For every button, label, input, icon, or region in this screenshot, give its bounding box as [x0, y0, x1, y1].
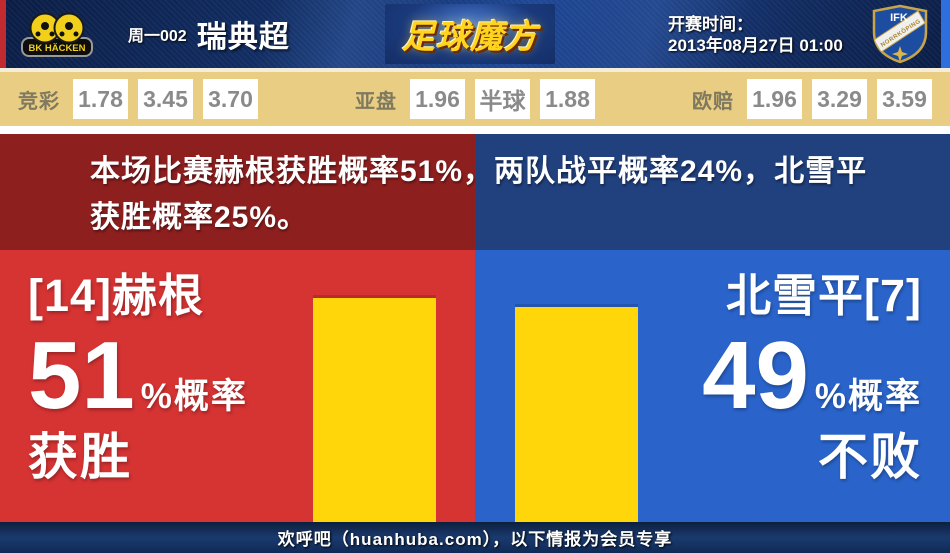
home-team-label: [14]赫根	[28, 270, 205, 321]
away-badge-top-text: IFK	[890, 12, 908, 24]
odds-group-label: 欧赔	[692, 90, 734, 113]
ball-pattern	[35, 31, 41, 37]
home-prediction: [14]赫根 51 %概率 获胜	[28, 270, 248, 486]
odds-group-yapan: 亚盘 1.96 半球 1.88	[355, 72, 605, 126]
odds-value-box: 1.78	[73, 79, 128, 119]
home-probability-value: 51	[28, 322, 135, 429]
ball-pattern	[59, 31, 65, 37]
match-header: BK HÄCKEN 周一002 瑞典超 足球魔方 开赛时间： 2013年08月2…	[0, 0, 950, 68]
ball-pattern	[73, 31, 79, 37]
odds-value-box: 1.88	[540, 79, 595, 119]
odds-value-box: 3.59	[877, 79, 932, 119]
odds-divider	[0, 126, 950, 134]
prediction-section: [14]赫根 51 %概率 获胜 北雪平[7] 49 %概率 不败	[0, 250, 950, 522]
footer-banner: 欢呼吧（huanhuba.com），以下情报为会员专享	[0, 522, 950, 553]
summary-band: 本场比赛赫根获胜概率51%，两队战平概率24%，北雪平 获胜概率25%。	[0, 134, 950, 250]
ball-pattern	[41, 22, 49, 30]
header-divider	[0, 68, 950, 72]
odds-group-jingcai: 竞彩 1.78 3.45 3.70	[18, 72, 268, 126]
away-team-label: 北雪平[7]	[726, 270, 922, 321]
bk-hacken-logo: BK HÄCKEN	[21, 12, 93, 57]
away-value-row: 49 %概率	[702, 328, 922, 424]
away-probability-suffix: %概率	[814, 377, 922, 416]
home-value-row: 51 %概率	[28, 328, 248, 424]
odds-value-box: 3.70	[203, 79, 258, 119]
home-outcome-label: 获胜	[28, 429, 132, 485]
odds-value-box: 1.96	[747, 79, 802, 119]
badge-banner	[21, 37, 93, 57]
summary-line-1: 本场比赛赫根获胜概率51%，两队战平概率24%，北雪平	[90, 155, 868, 188]
star-icon	[892, 46, 908, 62]
away-prediction: 北雪平[7] 49 %概率 不败	[702, 270, 922, 486]
ifk-norrkoping-logo: IFK NORRKÖPING	[872, 4, 928, 64]
ball-pattern	[49, 31, 55, 37]
match-code: 周一002	[128, 28, 187, 45]
odds-value-box: 3.45	[138, 79, 193, 119]
site-logo-panel[interactable]: 足球魔方	[385, 4, 555, 64]
league-name: 瑞典超	[196, 21, 290, 54]
away-probability-value: 49	[702, 322, 809, 429]
odds-group-label: 亚盘	[355, 90, 397, 113]
kickoff-label: 开赛时间：	[668, 15, 753, 34]
odds-value-box: 1.96	[410, 79, 465, 119]
header-right-accent	[941, 0, 950, 68]
header-left-accent	[0, 0, 6, 68]
match-title: 周一002 瑞典超	[128, 0, 290, 68]
kickoff-time: 2013年08月27日 01:00	[668, 36, 843, 55]
ball-pattern	[65, 22, 73, 30]
kickoff-info: 开赛时间： 2013年08月27日 01:00	[668, 14, 843, 56]
odds-value-box: 半球	[475, 79, 530, 119]
odds-value-box: 3.29	[812, 79, 867, 119]
away-probability-bar	[515, 307, 638, 522]
home-team-name: BK HÄCKEN	[29, 43, 86, 54]
odds-group-label: 竞彩	[18, 90, 60, 113]
summary-line-2: 获胜概率25%。	[90, 201, 309, 234]
home-probability-suffix: %概率	[140, 377, 248, 416]
odds-group-oupei: 欧赔 1.96 3.29 3.59	[692, 72, 942, 126]
site-logo: 足球魔方	[402, 18, 538, 55]
home-probability-bar	[313, 298, 436, 522]
footer-text: 欢呼吧（huanhuba.com），以下情报为会员专享	[277, 530, 673, 549]
away-outcome-label: 不败	[818, 429, 922, 485]
odds-bar: 竞彩 1.78 3.45 3.70 亚盘 1.96 半球 1.88 欧赔 1.9…	[0, 72, 950, 126]
